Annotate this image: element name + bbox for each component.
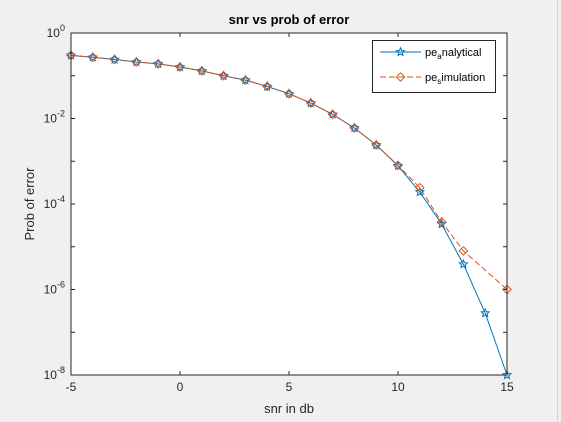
legend-marker-diamond <box>395 72 406 82</box>
data-point-star <box>458 258 469 269</box>
legend-entries: peanalytical pesimulation <box>380 46 485 86</box>
x-axis-label: snr in db <box>264 401 314 416</box>
data-point-diamond <box>218 70 229 81</box>
data-point-diamond <box>349 123 360 133</box>
data-point-diamond <box>305 98 316 108</box>
data-point-diamond <box>327 109 338 120</box>
series-lines <box>70 54 508 376</box>
legend-label-1: peanalytical <box>425 47 481 61</box>
x-tick-label: 10 <box>391 380 405 394</box>
data-point-diamond <box>240 75 251 86</box>
legend[interactable]: peanalytical pesimulation <box>372 40 496 93</box>
data-point-star <box>501 369 513 380</box>
legend-marker-star <box>395 46 406 57</box>
data-point-star <box>479 307 491 318</box>
data-point-diamond <box>196 65 207 76</box>
data-point-diamond <box>371 140 382 150</box>
data-point-diamond <box>262 81 273 92</box>
data-point-diamond <box>87 52 98 63</box>
y-tick-label: 10-6 <box>44 280 65 297</box>
axis-ticks: -5 0 5 10 15 100 10-2 10-4 10-6 10-8 <box>44 23 514 394</box>
data-point-diamond <box>414 182 425 193</box>
data-point-diamond <box>436 217 447 227</box>
y-axis-label: Prob of error <box>22 167 37 241</box>
y-tick-label: 10-4 <box>44 194 65 211</box>
data-point-diamond <box>458 245 469 256</box>
data-point-diamond <box>131 57 142 67</box>
data-point-diamond <box>284 88 294 99</box>
series-markers <box>65 49 513 380</box>
x-tick-label: 15 <box>500 380 514 394</box>
series-line-2 <box>70 54 508 290</box>
axes-box <box>70 32 508 376</box>
x-tick-label: 5 <box>286 380 293 394</box>
data-point-diamond <box>109 54 120 65</box>
legend-box <box>372 40 496 93</box>
legend-label-2: pesimulation <box>425 72 485 86</box>
data-point-star <box>414 186 426 197</box>
y-tick-label: 10-2 <box>44 109 65 126</box>
data-point-diamond <box>153 58 164 69</box>
data-point-diamond <box>393 160 403 171</box>
data-point-diamond <box>175 62 185 72</box>
x-tick-label: -5 <box>66 380 77 394</box>
y-tick-label: 10-8 <box>44 365 65 382</box>
chart-title: snr vs prob of error <box>229 12 350 27</box>
y-tick-label: 100 <box>47 23 65 40</box>
x-tick-label: 0 <box>177 380 184 394</box>
